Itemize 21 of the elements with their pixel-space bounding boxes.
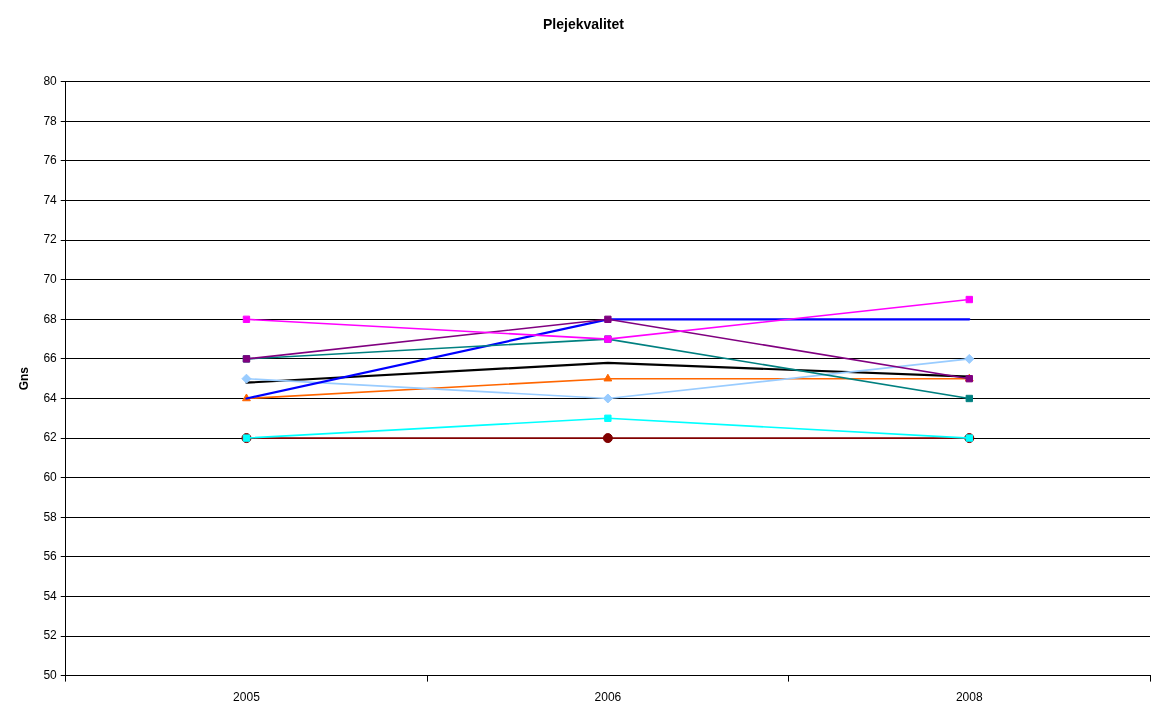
y-axis-title: Gns bbox=[16, 366, 31, 391]
y-tick-label: 52 bbox=[43, 628, 58, 643]
chart-title: Plejekvalitet bbox=[543, 16, 625, 33]
y-tick-label: 70 bbox=[43, 272, 58, 287]
y-tick-label: 64 bbox=[43, 390, 58, 405]
y-tick-label: 68 bbox=[43, 311, 58, 326]
x-tick-label: 2006 bbox=[594, 690, 622, 705]
x-tick-label: 2005 bbox=[233, 690, 261, 705]
y-tick-label: 60 bbox=[43, 469, 58, 484]
y-tick-label: 80 bbox=[43, 74, 58, 89]
y-tick-label: 78 bbox=[43, 113, 58, 128]
y-tick-label: 50 bbox=[43, 667, 58, 682]
y-tick-label: 58 bbox=[43, 509, 58, 524]
y-tick-label: 54 bbox=[43, 588, 58, 603]
y-tick-label: 62 bbox=[43, 430, 58, 445]
y-tick-label: 74 bbox=[43, 192, 58, 207]
y-tick-label: 56 bbox=[43, 549, 58, 564]
y-tick-label: 66 bbox=[43, 351, 58, 366]
y-tick-label: 76 bbox=[43, 153, 58, 168]
y-tick-label: 72 bbox=[43, 232, 58, 247]
x-tick-label: 2008 bbox=[955, 690, 983, 705]
